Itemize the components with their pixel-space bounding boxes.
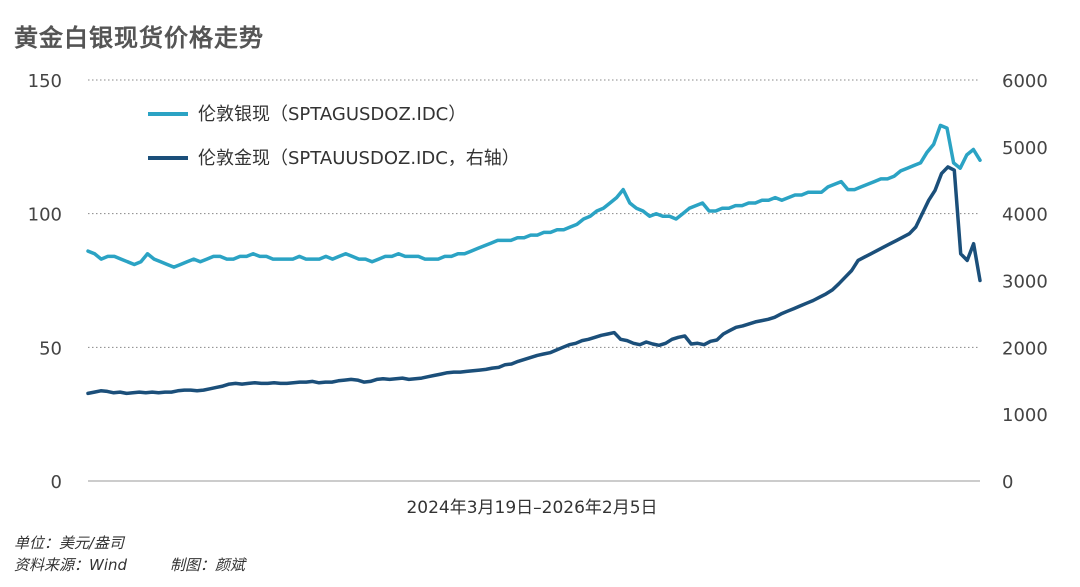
y-right-tick-label: 6000 bbox=[1002, 71, 1048, 92]
y-left-tick-label: 100 bbox=[28, 205, 62, 226]
y-right-tick-label: 0 bbox=[1002, 472, 1013, 493]
series-line-silver bbox=[86, 123, 982, 269]
gridlines bbox=[88, 79, 980, 482]
y-right-tick-label: 1000 bbox=[1002, 405, 1048, 426]
y-axis-right: 0 1000 2000 3000 4000 5000 6000 bbox=[1002, 71, 1048, 493]
y-left-tick-label: 0 bbox=[51, 472, 62, 493]
unit-note: 单位：美元/盎司 bbox=[14, 534, 125, 552]
legend-label-gold: 伦敦金现（SPTAUUSDOZ.IDC，右轴） bbox=[198, 148, 520, 169]
series-line-gold bbox=[86, 165, 982, 396]
y-right-tick-label: 2000 bbox=[1002, 338, 1048, 359]
y-right-tick-label: 3000 bbox=[1002, 272, 1048, 293]
y-right-tick-label: 4000 bbox=[1002, 205, 1048, 226]
chart-title: 黄金白银现货价格走势 bbox=[14, 24, 264, 52]
legend-label-silver: 伦敦银现（SPTAGUSDOZ.IDC） bbox=[198, 104, 466, 125]
series-lines bbox=[86, 123, 982, 396]
source-note: 资料来源：Wind bbox=[14, 556, 128, 574]
y-left-tick-label: 50 bbox=[39, 338, 62, 359]
y-right-tick-label: 5000 bbox=[1002, 138, 1048, 159]
legend: 伦敦银现（SPTAGUSDOZ.IDC） 伦敦金现（SPTAUUSDOZ.IDC… bbox=[148, 104, 520, 169]
y-left-tick-label: 150 bbox=[28, 71, 62, 92]
y-axis-left: 0 50 100 150 bbox=[28, 71, 62, 493]
author-note: 制图：颜斌 bbox=[170, 556, 246, 574]
x-axis-label: 2024年3月19日–2026年2月5日 bbox=[406, 498, 657, 518]
